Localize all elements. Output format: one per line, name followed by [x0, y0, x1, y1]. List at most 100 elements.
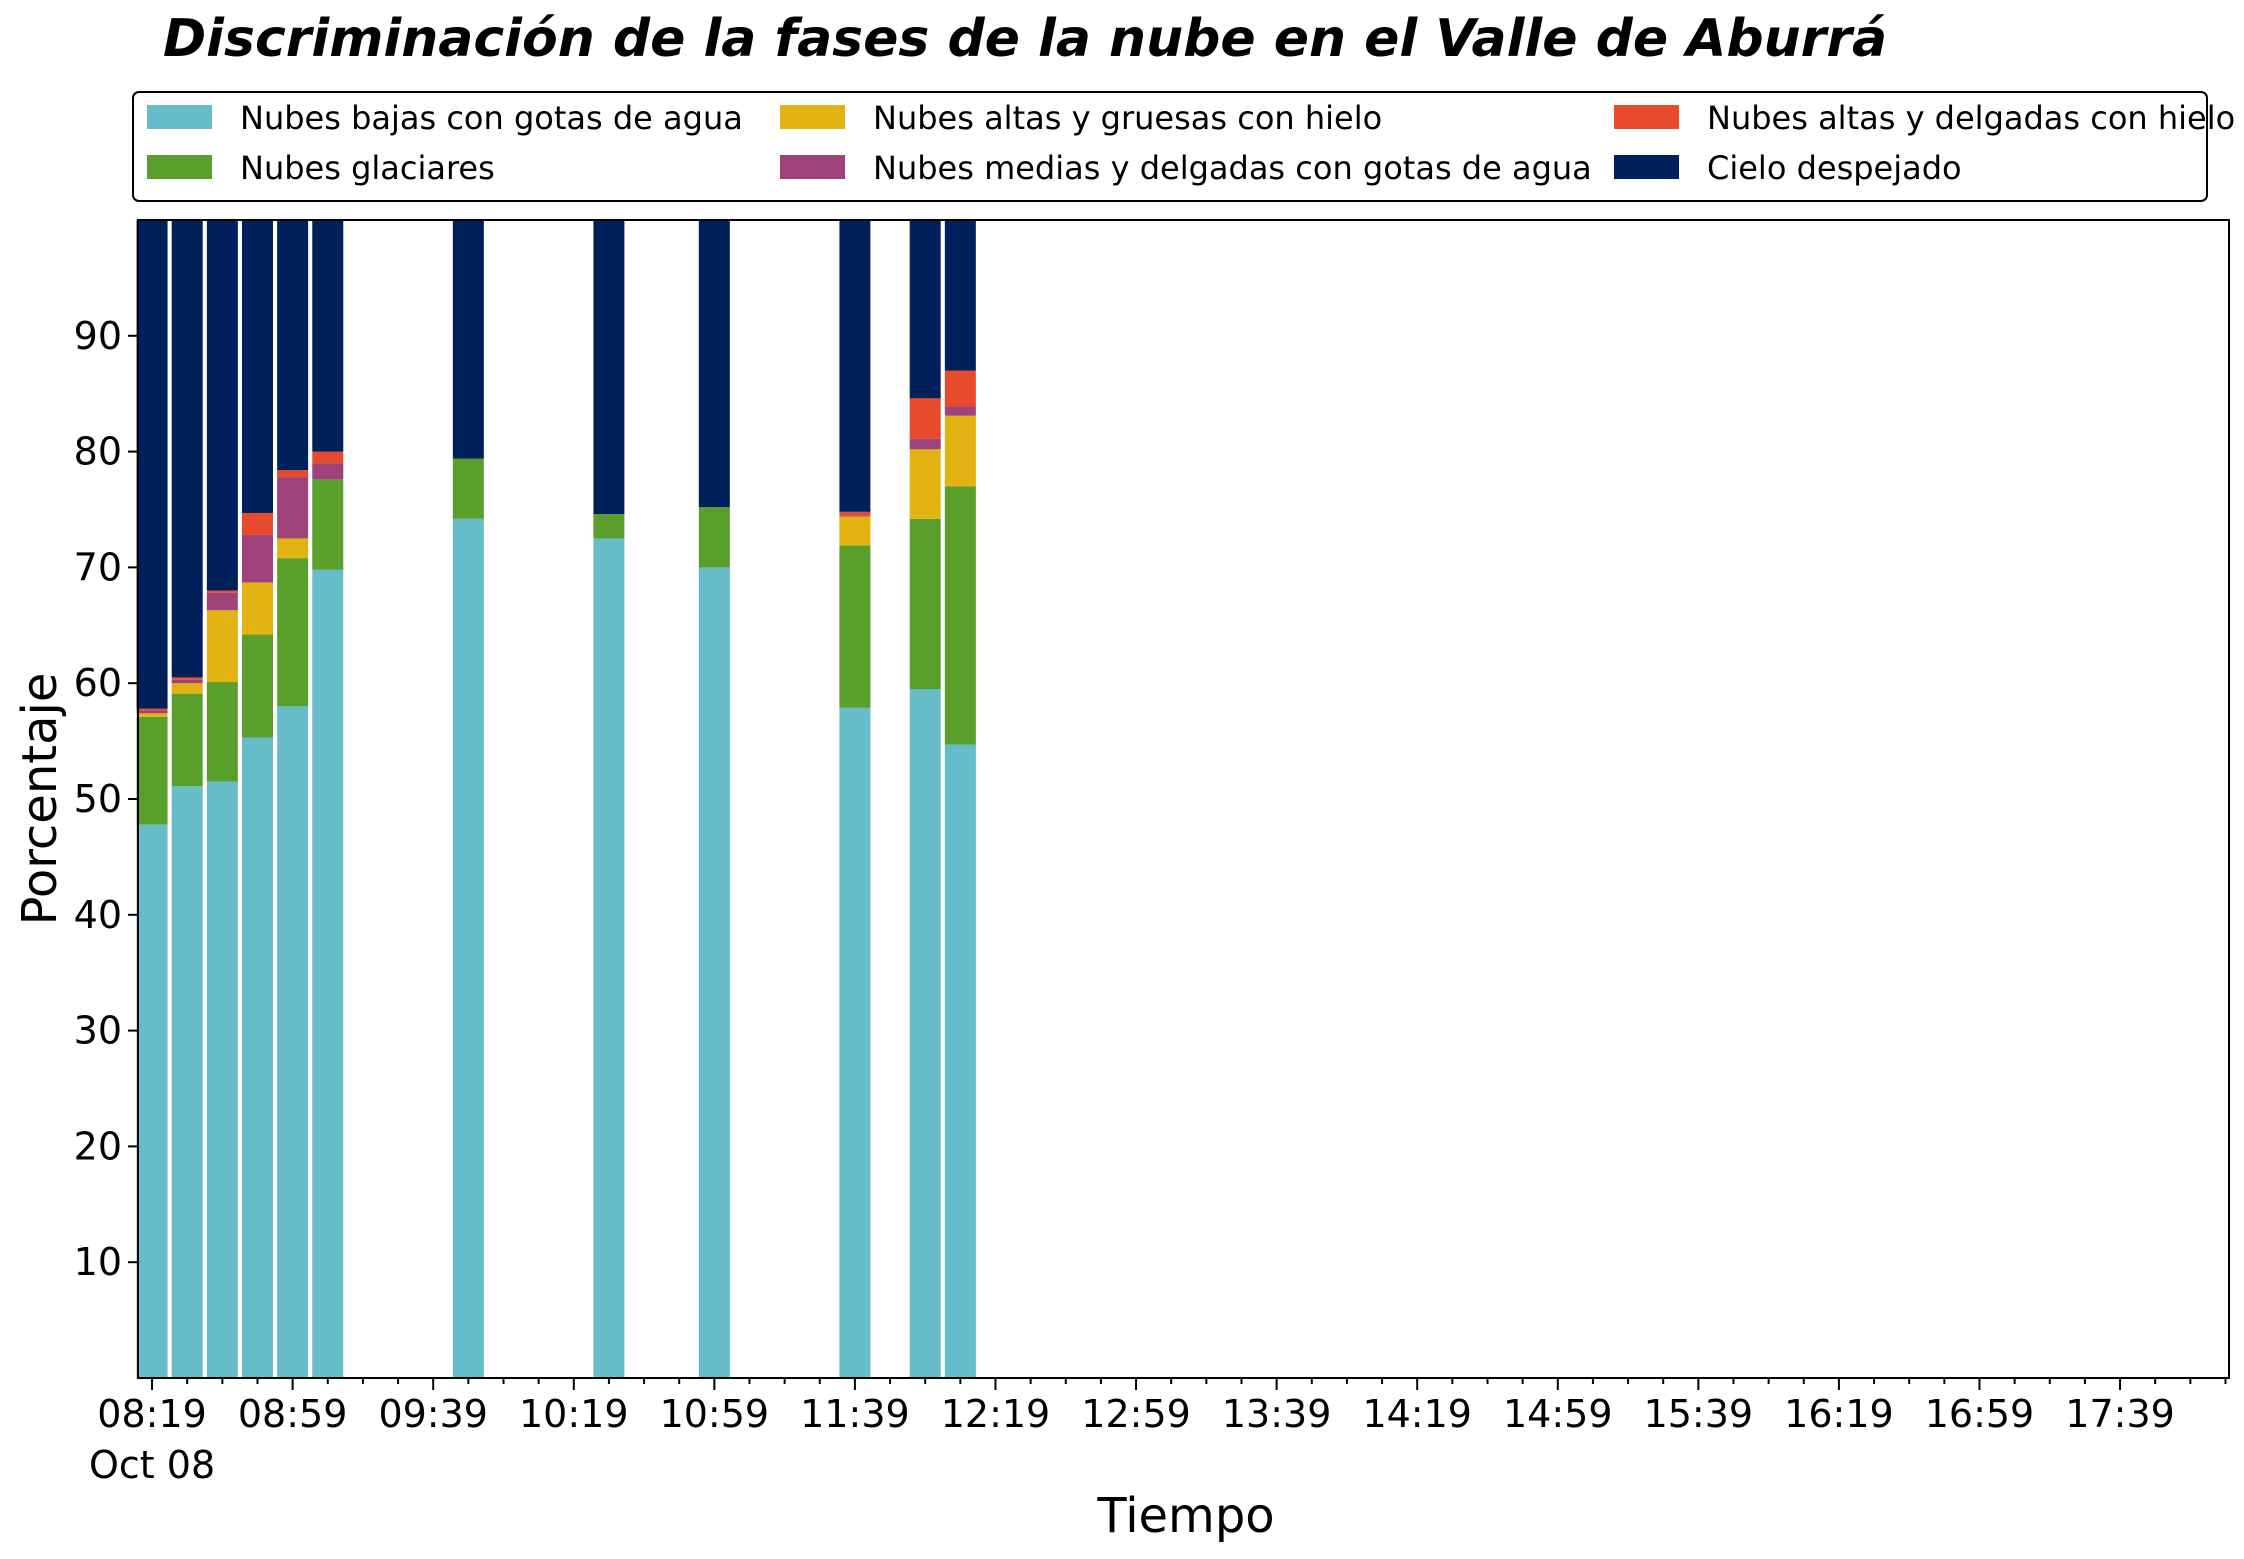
legend-label-1: Nubes glaciares: [240, 149, 495, 187]
x-tick-label-14: 17:39: [2065, 1392, 2175, 1436]
bar-segment-0-9: [839, 707, 871, 1378]
legend: Nubes bajas con gotas de agua Nubes glaci…: [132, 91, 2235, 202]
bar-segment-2-10: [909, 449, 941, 519]
bar-segment-0-8: [698, 567, 730, 1378]
bar-segment-1-0: [136, 716, 168, 825]
x-tick-label-7: 12:59: [1081, 1392, 1191, 1436]
bar-segment-0-1: [171, 786, 203, 1378]
x-tick-label-3: 10:19: [519, 1392, 629, 1436]
bar-segment-4-9: [839, 511, 871, 516]
bar-segment-1-3: [241, 634, 273, 738]
bar-segment-2-2: [206, 610, 238, 683]
y-tick-label-10: 10: [74, 1240, 122, 1284]
bar-segment-0-10: [909, 688, 941, 1378]
y-tick-label-80: 80: [74, 430, 122, 474]
bar-segment-3-4: [277, 477, 309, 539]
bar-segment-4-4: [277, 470, 309, 478]
x-date-label: Oct 08: [89, 1443, 215, 1487]
x-tick-label-12: 16:19: [1784, 1392, 1894, 1436]
x-tick-label-11: 15:39: [1644, 1392, 1754, 1436]
bar-segment-5-4: [277, 220, 309, 471]
x-tick-label-9: 14:19: [1362, 1392, 1472, 1436]
x-tick-label-5: 11:39: [800, 1392, 910, 1436]
legend-label-4: Nubes altas y delgadas con hielo: [1707, 99, 2235, 137]
bar-segment-5-6: [452, 220, 484, 459]
legend-label-5: Cielo despejado: [1707, 149, 1962, 187]
y-tick-label-90: 90: [74, 314, 122, 358]
y-axis-label: Porcentaje: [12, 673, 68, 926]
legend-swatch-4: [1614, 105, 1679, 129]
bar-segment-4-11: [944, 370, 976, 407]
legend-swatch-5: [1614, 155, 1679, 179]
x-tick-label-13: 16:59: [1925, 1392, 2035, 1436]
legend-swatch-3: [780, 155, 845, 179]
bar-segment-5-8: [698, 220, 730, 508]
bar-segment-5-11: [944, 220, 976, 371]
bar-segment-5-0: [136, 220, 168, 709]
x-tick-label-6: 12:19: [941, 1392, 1051, 1436]
x-tick-label-10: 14:59: [1503, 1392, 1613, 1436]
bar-segment-3-9: [839, 515, 871, 517]
bar-segment-3-2: [206, 592, 238, 611]
bar-segment-4-1: [171, 677, 203, 680]
legend-label-2: Nubes altas y gruesas con hielo: [873, 99, 1382, 137]
bar-segment-2-11: [944, 415, 976, 487]
bar-segment-2-9: [839, 516, 871, 546]
bar-segment-5-1: [171, 220, 203, 678]
bar-segment-0-7: [593, 538, 625, 1378]
x-tick-label-0: 08:19: [97, 1392, 207, 1436]
bar-segment-0-2: [206, 781, 238, 1378]
bar-segment-2-4: [277, 538, 309, 559]
bar-segment-3-11: [944, 406, 976, 416]
y-tick-label-60: 60: [74, 661, 122, 705]
bar-segment-1-10: [909, 518, 941, 689]
bar-segment-2-0: [136, 713, 168, 717]
bar-segment-1-7: [593, 514, 625, 539]
bar-segment-4-3: [241, 512, 273, 535]
bar-segment-3-3: [241, 534, 273, 583]
x-tick-label-8: 13:39: [1222, 1392, 1332, 1436]
bar-segment-4-10: [909, 398, 941, 439]
bar-segment-0-0: [136, 824, 168, 1378]
bar-segment-3-10: [909, 438, 941, 450]
x-axis: 08:19 08:59 09:39 10:19 10:59 11:39 12:19 12:59…: [89, 1378, 2227, 1487]
y-tick-label-40: 40: [74, 893, 122, 937]
plot-area: [136, 219, 2230, 1379]
bar-segment-0-6: [452, 518, 484, 1378]
legend-swatch-0: [147, 105, 212, 129]
y-axis: 10 20 30 40 50 60 70 80 90: [74, 314, 138, 1284]
legend-swatch-2: [780, 105, 845, 129]
bar-segment-1-9: [839, 545, 871, 708]
bar-segment-1-4: [277, 558, 309, 707]
bar-segment-3-0: [136, 710, 168, 714]
bar-segment-2-1: [171, 683, 203, 694]
bar-segment-5-9: [839, 220, 871, 512]
bar-segment-5-10: [909, 220, 941, 399]
bar-segment-4-2: [206, 590, 238, 593]
bar-segment-1-8: [698, 507, 730, 568]
bar-segment-5-5: [312, 220, 344, 452]
bar-segment-1-1: [171, 693, 203, 787]
y-tick-label-70: 70: [74, 545, 122, 589]
y-tick-label-30: 30: [74, 1009, 122, 1053]
bar-segment-5-7: [593, 220, 625, 515]
x-axis-label: Tiempo: [1096, 1488, 1274, 1544]
bar-segment-5-2: [206, 220, 238, 591]
bar-segment-0-4: [277, 706, 309, 1378]
bar-segment-1-5: [312, 479, 344, 570]
bar-segment-0-11: [944, 744, 976, 1378]
x-tick-label-1: 08:59: [238, 1392, 348, 1436]
chart-title: Discriminación de la fases de la nube en…: [163, 9, 1887, 69]
bar-segment-1-11: [944, 486, 976, 745]
bar-segment-4-0: [136, 708, 168, 711]
legend-label-0: Nubes bajas con gotas de agua: [240, 99, 743, 137]
bar-segment-5-3: [241, 220, 273, 513]
plot-frame: [137, 219, 2230, 1379]
bar-segment-4-5: [312, 451, 344, 464]
bar-segment-3-1: [171, 679, 203, 684]
bar-segment-1-6: [452, 458, 484, 519]
legend-label-3: Nubes medias y delgadas con gotas de agu…: [873, 149, 1592, 187]
bar-segment-1-2: [206, 682, 238, 782]
x-tick-label-2: 09:39: [378, 1392, 488, 1436]
